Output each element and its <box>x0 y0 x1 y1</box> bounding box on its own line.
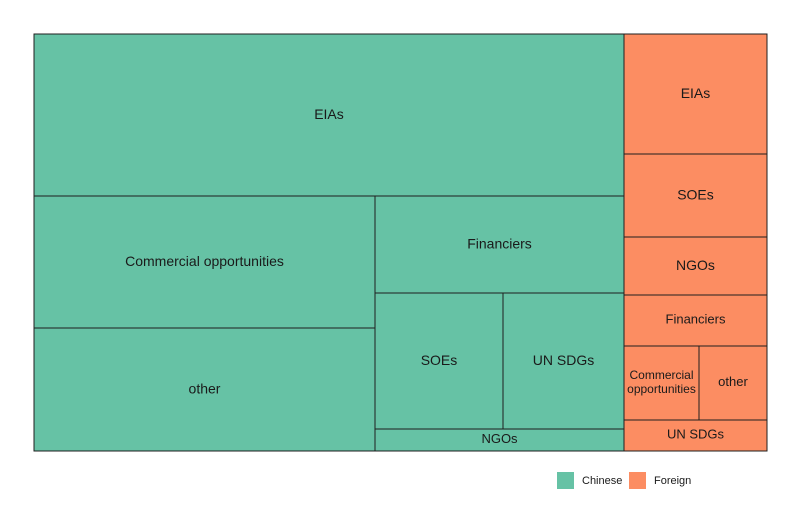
tile-label-chinese-financiers: Financiers <box>467 235 532 251</box>
tile-foreign-ngos <box>623 236 768 296</box>
tile-chinese-other <box>33 327 376 452</box>
tile-label-chinese-soes: SOEs <box>421 352 458 368</box>
tile-chinese-commercial-opportunities <box>33 195 376 329</box>
tile-label-chinese-other: other <box>189 380 221 396</box>
tile-label-foreign-commercial-opportunities: Commercial opportunities <box>627 368 696 396</box>
tile-label-foreign-other: other <box>718 374 748 389</box>
tile-chinese-eias <box>33 33 625 197</box>
tile-label-foreign-soes: SOEs <box>677 186 714 202</box>
tile-label-foreign-financiers: Financiers <box>666 312 726 327</box>
tile-chinese-soes <box>374 292 504 430</box>
legend-label-chinese: Chinese <box>582 475 622 487</box>
tile-label-foreign-eias: EIAs <box>681 85 711 101</box>
legend-swatch-chinese <box>557 472 574 489</box>
tile-label-foreign-un-sdgs: UN SDGs <box>667 427 725 442</box>
tile-label-chinese-commercial-opportunities: Commercial opportunities <box>125 253 284 269</box>
legend-swatch-foreign <box>629 472 646 489</box>
tile-foreign-other <box>698 345 768 421</box>
tile-chinese-financiers <box>374 195 625 294</box>
tile-label-foreign-ngos: NGOs <box>676 257 715 273</box>
tile-label-chinese-un-sdgs: UN SDGs <box>533 352 594 368</box>
tile-label-chinese-ngos: NGOs <box>481 431 518 446</box>
tile-chinese-un-sdgs <box>502 292 625 430</box>
tile-label-chinese-eias: EIAs <box>314 106 344 122</box>
tile-foreign-un-sdgs <box>623 419 768 452</box>
treemap-tiles: EIAs Commercial opportunities other Financi… <box>33 33 768 452</box>
legend-label-foreign: Foreign <box>654 475 691 487</box>
tile-foreign-eias <box>623 33 768 155</box>
tile-foreign-financiers <box>623 294 768 347</box>
legend: Chinese Foreign <box>557 472 691 489</box>
tile-foreign-soes <box>623 153 768 238</box>
